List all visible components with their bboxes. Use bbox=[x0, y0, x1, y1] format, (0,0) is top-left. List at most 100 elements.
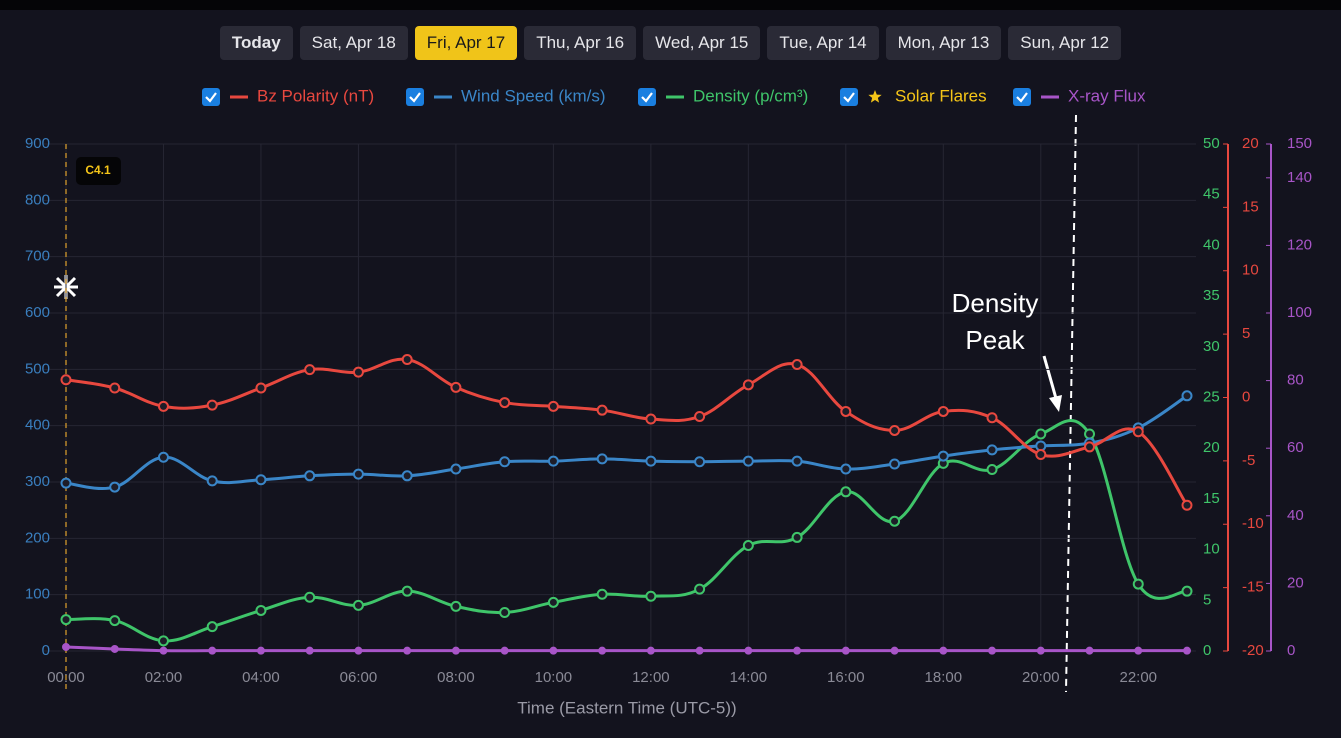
checkmark bbox=[205, 92, 217, 103]
data-point bbox=[109, 481, 121, 493]
y4-tick-label: 0 bbox=[1287, 642, 1295, 659]
flare-badge bbox=[76, 157, 121, 185]
data-point bbox=[450, 600, 462, 612]
data-point bbox=[889, 424, 901, 436]
checkmark bbox=[843, 92, 855, 103]
date-tab[interactable]: Sun, Apr 12 bbox=[1008, 26, 1122, 60]
y4-tick-label: 140 bbox=[1287, 169, 1312, 186]
data-point bbox=[450, 381, 462, 393]
data-point bbox=[645, 413, 657, 425]
y4-tick-label: 80 bbox=[1287, 372, 1304, 389]
y2-tick-label: 35 bbox=[1203, 287, 1220, 304]
y-tick-label: 400 bbox=[25, 417, 50, 434]
y3-tick-label: 20 bbox=[1242, 135, 1259, 152]
legend-checkbox[interactable] bbox=[202, 88, 220, 106]
data-point bbox=[645, 590, 657, 602]
data-point bbox=[840, 486, 852, 498]
y-tick-label: 800 bbox=[25, 191, 50, 208]
data-point bbox=[401, 470, 413, 482]
data-point bbox=[646, 646, 655, 655]
y-tick-label: 300 bbox=[25, 473, 50, 490]
series-line bbox=[65, 419, 1188, 643]
date-tab[interactable]: Mon, Apr 13 bbox=[885, 26, 1002, 60]
data-point bbox=[157, 400, 169, 412]
y4-tick-label: 20 bbox=[1287, 574, 1304, 591]
date-tab[interactable]: Wed, Apr 15 bbox=[643, 26, 761, 60]
x-tick-label: 04:00 bbox=[242, 669, 280, 686]
data-point bbox=[1183, 646, 1191, 655]
legend-checkbox[interactable] bbox=[638, 88, 656, 106]
data-point bbox=[403, 646, 412, 655]
data-point bbox=[840, 463, 852, 475]
legend-checkbox[interactable] bbox=[1013, 88, 1031, 106]
data-point bbox=[60, 374, 72, 386]
y3-tick-label: -5 bbox=[1242, 452, 1255, 469]
data-point bbox=[1181, 390, 1193, 402]
data-point bbox=[694, 456, 706, 468]
data-point bbox=[109, 615, 121, 627]
date-tab[interactable]: Fri, Apr 17 bbox=[414, 26, 518, 60]
data-point bbox=[1181, 499, 1193, 511]
data-point bbox=[255, 474, 267, 486]
data-point bbox=[1084, 441, 1096, 453]
data-point bbox=[354, 646, 363, 655]
y2-tick-label: 40 bbox=[1203, 236, 1220, 253]
y2-tick-label: 25 bbox=[1203, 388, 1220, 405]
data-point bbox=[1085, 646, 1094, 655]
data-point bbox=[304, 470, 316, 482]
data-point bbox=[937, 450, 949, 462]
y2-tick-label: 15 bbox=[1203, 490, 1220, 507]
data-point bbox=[841, 646, 850, 655]
y4-tick-label: 40 bbox=[1287, 507, 1304, 524]
date-tab[interactable]: Thu, Apr 16 bbox=[524, 26, 637, 60]
legend-checkbox[interactable] bbox=[406, 88, 424, 106]
data-point bbox=[939, 646, 948, 655]
y2-tick-label: 5 bbox=[1203, 591, 1211, 608]
x-tick-label: 12:00 bbox=[632, 669, 670, 686]
data-point bbox=[352, 599, 364, 611]
legend-checkbox[interactable] bbox=[840, 88, 858, 106]
data-point bbox=[304, 364, 316, 376]
date-tab[interactable]: Sat, Apr 18 bbox=[299, 26, 408, 60]
y-tick-label: 900 bbox=[25, 135, 50, 152]
data-point bbox=[255, 382, 267, 394]
y-tick-label: 700 bbox=[25, 248, 50, 265]
data-point bbox=[988, 646, 997, 655]
data-point bbox=[1036, 646, 1045, 655]
data-point bbox=[547, 455, 559, 467]
date-tab[interactable]: Tue, Apr 14 bbox=[767, 26, 879, 60]
data-point bbox=[499, 606, 511, 618]
data-point bbox=[401, 585, 413, 597]
data-point bbox=[1132, 426, 1144, 438]
data-point bbox=[645, 455, 657, 467]
series-line bbox=[65, 394, 1188, 491]
x-tick-label: 16:00 bbox=[827, 669, 865, 686]
y3-tick-label: -10 bbox=[1242, 515, 1264, 532]
legend-item: Bz Polarity (nT) bbox=[202, 86, 374, 106]
data-point bbox=[206, 621, 218, 633]
data-point bbox=[1132, 578, 1144, 590]
data-point bbox=[549, 646, 558, 655]
y2-tick-label: 0 bbox=[1203, 642, 1211, 659]
data-point bbox=[890, 646, 899, 655]
data-point bbox=[499, 397, 511, 409]
date-tabs: Today Sat, Apr 18 Fri, Apr 17 Thu, Apr 16 We… bbox=[0, 26, 1341, 60]
data-point bbox=[695, 646, 704, 655]
y-tick-label: 0 bbox=[42, 642, 50, 659]
y4-tick-label: 120 bbox=[1287, 236, 1312, 253]
data-point bbox=[499, 456, 511, 468]
y4-tick-label: 150 bbox=[1287, 135, 1312, 152]
x-tick-label: 10:00 bbox=[535, 669, 573, 686]
date-tab[interactable]: Today bbox=[219, 26, 293, 60]
legend-item: Solar Flares bbox=[840, 86, 987, 106]
y-tick-label: 600 bbox=[25, 304, 50, 321]
data-point bbox=[109, 382, 121, 394]
data-point bbox=[1035, 428, 1047, 440]
annotation-arrowhead bbox=[1049, 395, 1062, 412]
checkmark bbox=[641, 92, 653, 103]
data-point bbox=[352, 366, 364, 378]
legend-star bbox=[868, 90, 882, 103]
legend-label: Bz Polarity (nT) bbox=[257, 86, 374, 105]
